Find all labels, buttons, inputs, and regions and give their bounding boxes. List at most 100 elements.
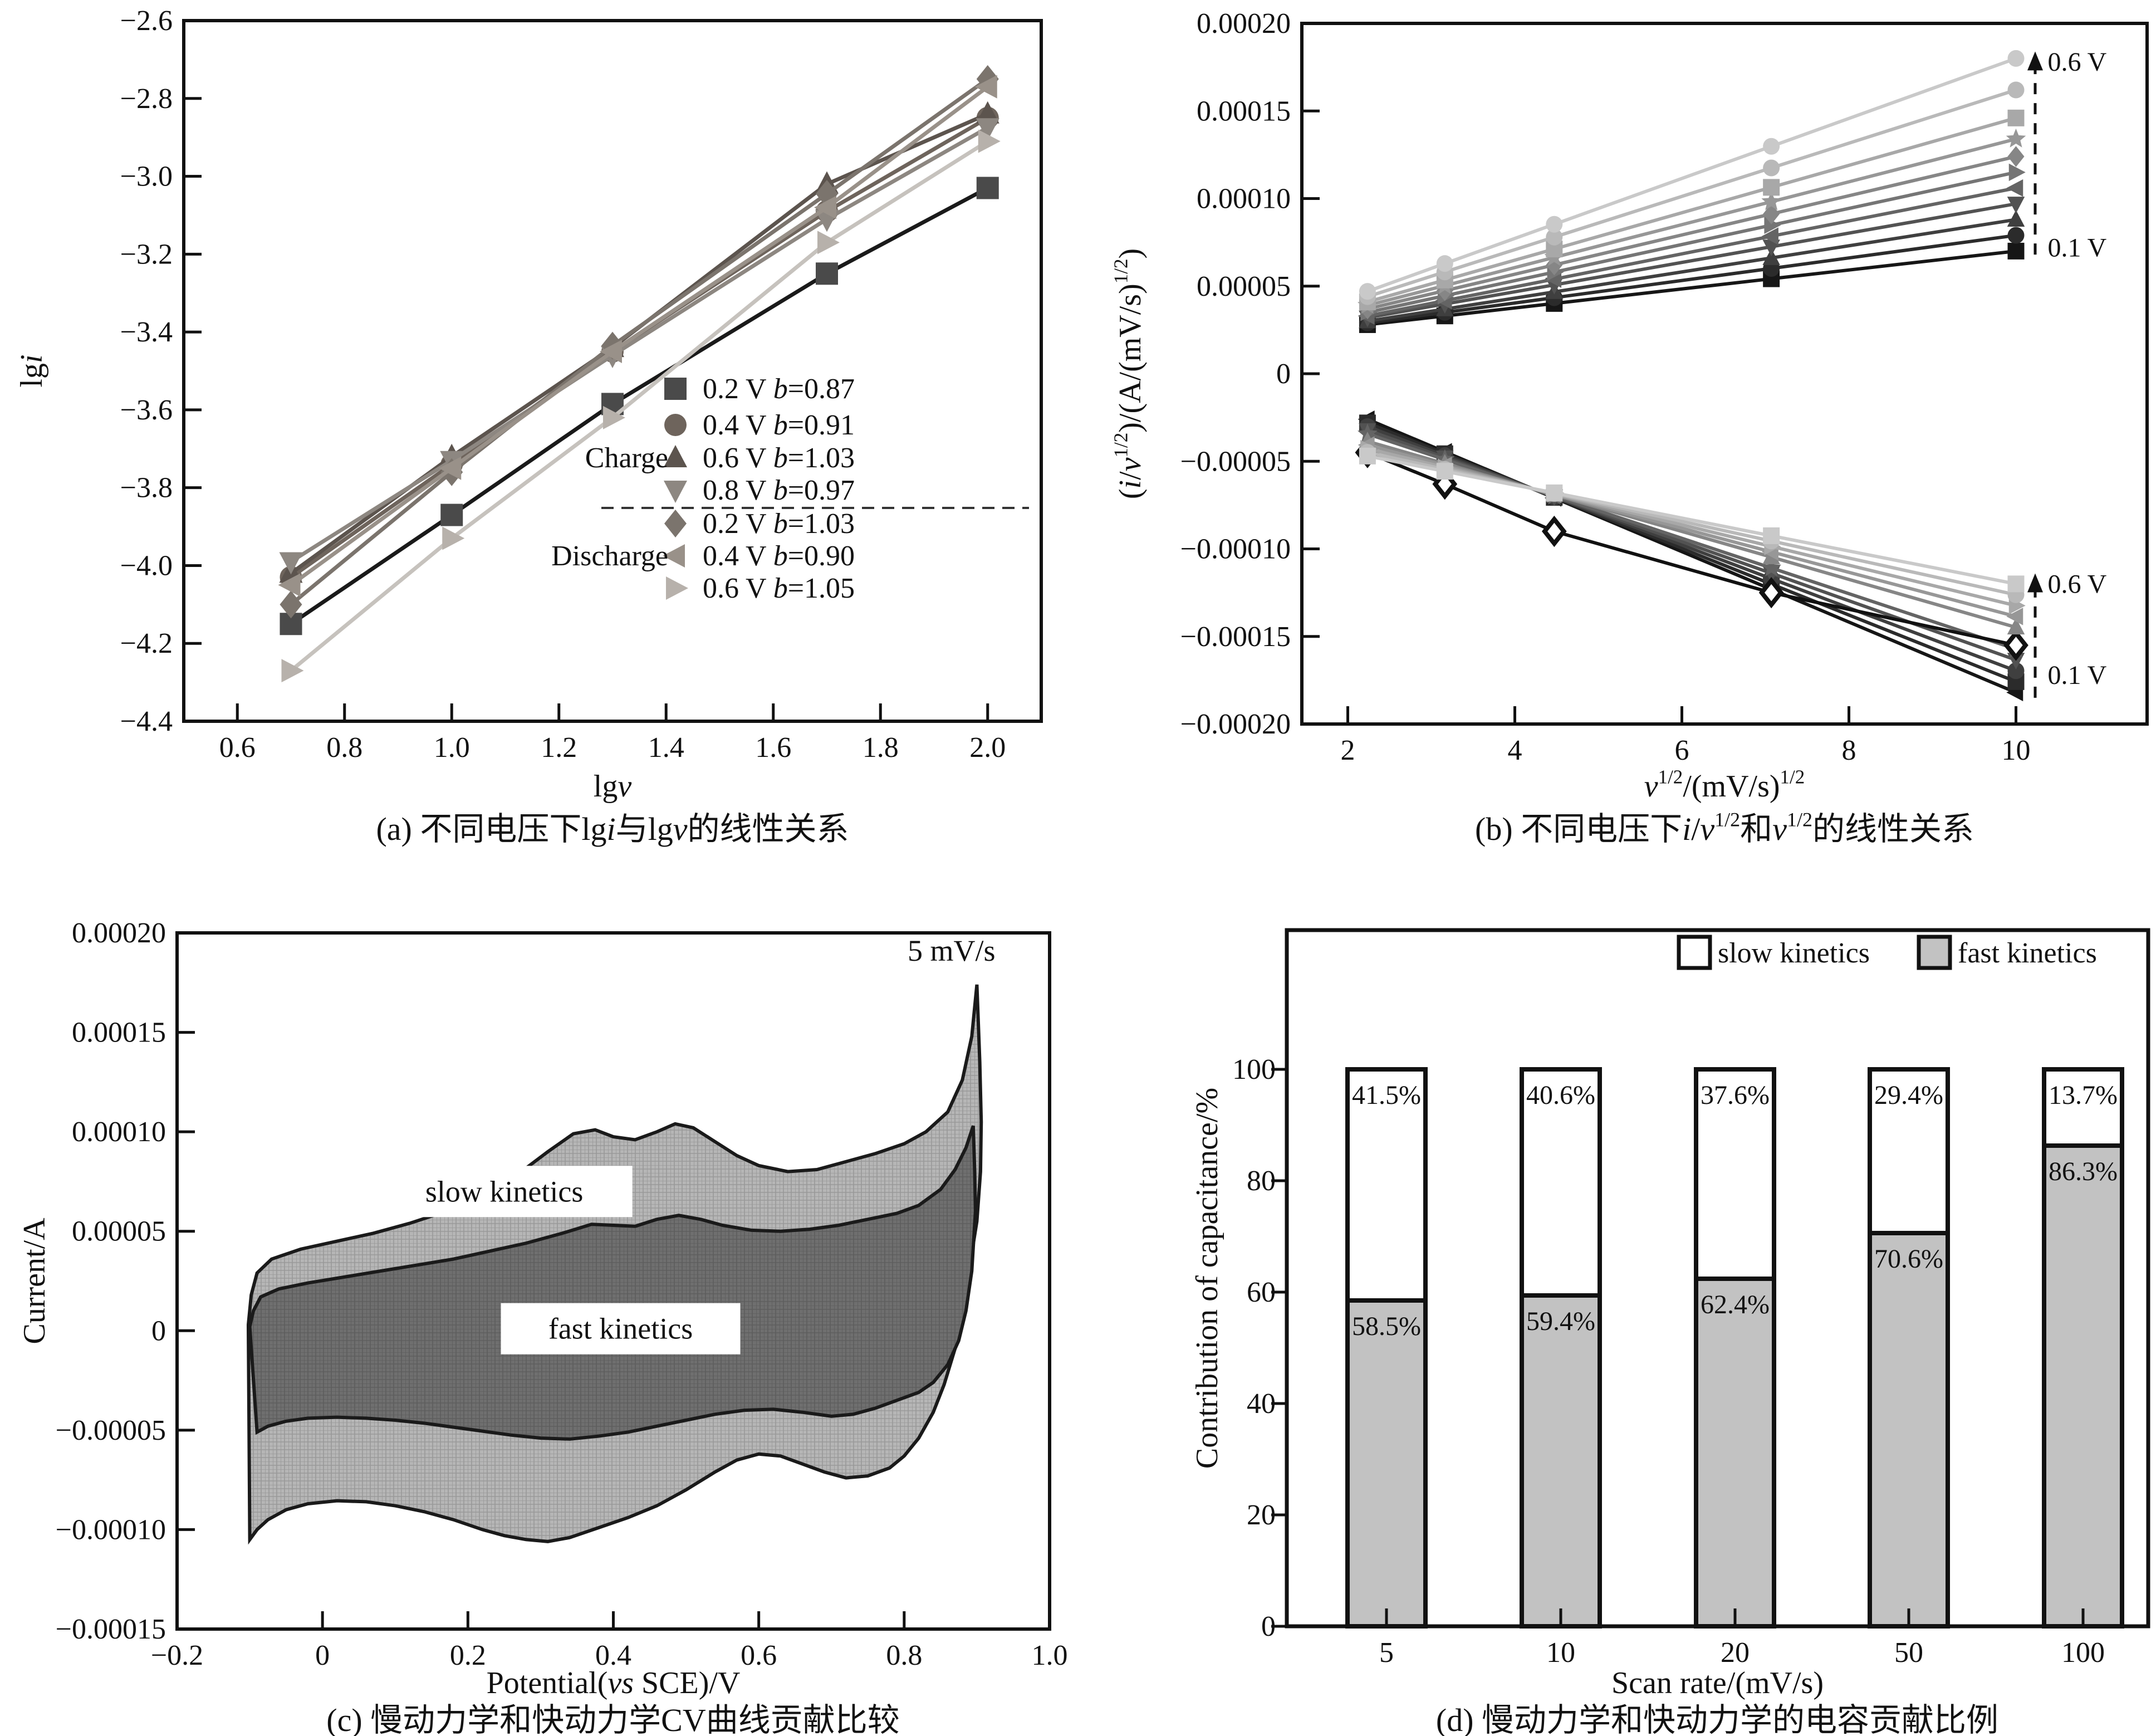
series-discharge-0.15V	[1359, 414, 2025, 690]
region-label-text: fast kinetics	[548, 1312, 693, 1346]
fast-percent-label: 86.3%	[2049, 1157, 2118, 1186]
x-tick-label: 1.6	[755, 732, 791, 764]
slow-percent-label: 37.6%	[1701, 1080, 1770, 1110]
panel-b-series	[1355, 50, 2028, 702]
x-tick-label: 20	[1721, 1637, 1750, 1669]
y-tick-label: 0.00005	[72, 1216, 166, 1248]
y-axis-label: Contribution of capacitance/%	[1190, 1088, 1224, 1469]
fast-percent-label: 62.4%	[1701, 1290, 1770, 1319]
slow-percent-label: 13.7%	[2049, 1080, 2118, 1110]
series-discharge-0.10V	[1358, 410, 2023, 702]
slow-percent-label: 41.5%	[1352, 1080, 1421, 1110]
y-tick-label: 0	[1276, 358, 1291, 390]
y-tick-label: −3.0	[120, 161, 173, 193]
panel-c-cv-curve-chart: −0.2 0 0.2 0.4 0.6 0.8 1.0 −0.00015 −0.00010 −0.0…	[17, 917, 1068, 1736]
x-tick-label: 1.0	[434, 732, 470, 764]
y-tick-label: 0.00020	[1197, 8, 1291, 40]
panel-a-axes: 0.6 0.8 1.0 1.2 1.4 1.6 1.8 2.0 −4.4 −4.2 −4.0 −3.8…	[14, 5, 1043, 847]
y-tick-label: −0.00005	[1180, 446, 1291, 477]
y-tick-label: 0.00010	[1197, 183, 1291, 215]
x-tick-label: 0.2	[450, 1640, 486, 1671]
x-tick-label: 0	[315, 1640, 330, 1671]
y-tick-label: −0.00015	[1180, 621, 1291, 653]
scan-rate-annotation: 5 mV/s	[908, 934, 996, 967]
y-axis-label: Current/A	[17, 1217, 52, 1344]
x-tick-label: 100	[2061, 1637, 2105, 1669]
slow-percent-label: 40.6%	[1526, 1080, 1595, 1110]
y-tick-label: −4.4	[120, 706, 173, 737]
x-tick-label: 1.8	[863, 732, 899, 764]
x-tick-label: 0.6	[219, 732, 256, 764]
x-axis-label: Potential(vs SCE)/V	[487, 1666, 741, 1700]
x-tick-label: 4	[1508, 735, 1522, 766]
slow-percent-label: 29.4%	[1874, 1080, 1943, 1110]
x-tick-label: 0.8	[886, 1640, 922, 1671]
series-discharge-0.60V	[1359, 447, 2025, 593]
panel-c-cv-regions	[246, 984, 983, 1545]
voltage-annotation: 0.6 V	[2048, 569, 2107, 599]
series-charge-0.60V	[1359, 50, 2025, 300]
x-tick-label: 1.0	[1032, 1640, 1068, 1671]
panel-c-caption: (c) 慢动力学和快动力学CV曲线贡献比较	[326, 1702, 899, 1736]
y-tick-label: −2.8	[120, 83, 173, 115]
series-charge-0.8V	[279, 118, 999, 575]
panel-a-lgi-lgv-chart: 0.6 0.8 1.0 1.2 1.4 1.6 1.8 2.0 −4.4 −4.2 −4.0 −3.8…	[14, 5, 1043, 847]
y-tick-label: −0.00015	[56, 1613, 166, 1645]
x-tick-label: 0.8	[326, 732, 362, 764]
x-tick-label: 10	[2002, 735, 2031, 766]
x-axis-label: v1/2/(mV/s)1/2	[1644, 766, 1805, 804]
legend-row-label: 0.8 V b=0.97	[703, 475, 855, 506]
series-charge-0.2V	[280, 177, 999, 635]
y-tick-label: −0.00010	[1180, 534, 1291, 565]
panel-c-axes: −0.2 0 0.2 0.4 0.6 0.8 1.0 −0.00015 −0.00010 −0.0…	[17, 917, 1068, 1736]
bar-5mVs: 41.5% 58.5%	[1345, 1067, 1428, 1629]
fast-kinetics-region	[248, 1125, 977, 1441]
x-tick-label: 0.6	[741, 1640, 777, 1671]
region-label: fast kinetics	[501, 1303, 741, 1354]
panel-d-axes: 5 10 20 50 100 0 20 40 60 80 100 Scan rate/(mV/s) Co…	[1190, 928, 2150, 1736]
voltage-annotation: 0.6 V	[2048, 47, 2107, 77]
y-tick-label: 0.00020	[72, 917, 166, 949]
panel-a-caption: (a) 不同电压下lgi与lgv的线性关系	[376, 811, 849, 847]
x-tick-label: 2.0	[969, 732, 1006, 764]
x-tick-label: 5	[1379, 1637, 1394, 1669]
y-tick-label: −3.6	[120, 394, 173, 426]
y-tick-label: 80	[1247, 1165, 1276, 1197]
panel-d-caption: (d) 慢动力学和快动力学的电容贡献比例	[1436, 1702, 1998, 1736]
legend-row-label: 0.2 V b=1.03	[703, 508, 855, 540]
x-tick-label: 10	[1546, 1637, 1575, 1669]
bar-10mVs: 40.6% 59.4%	[1520, 1067, 1602, 1629]
x-tick-label: 0.4	[595, 1640, 631, 1671]
voltage-annotation: 0.1 V	[2048, 233, 2107, 263]
x-axis-label: lgv	[594, 769, 632, 804]
y-tick-label: 0	[1261, 1611, 1276, 1642]
panel-a-legend: 0.2 V b=0.87 0.4 V b=0.910.6 V b=1.030.8 …	[551, 373, 1029, 604]
bar-20mVs: 37.6% 62.4%	[1694, 1067, 1776, 1629]
y-tick-label: −2.6	[120, 5, 173, 37]
y-tick-label: 0.00015	[1197, 95, 1291, 127]
panel-d-bars: 41.5% 58.5% 40.6% 59.4% 37.6% 62.4% 29.4% 70.6%…	[1345, 1067, 2124, 1629]
legend-row-label: 0.4 V b=0.91	[703, 409, 855, 441]
y-axis-label: lgi	[14, 354, 49, 387]
bar-50mVs: 29.4% 70.6%	[1868, 1067, 1950, 1629]
x-tick-label: 1.2	[541, 732, 577, 764]
x-tick-label: 1.4	[648, 732, 684, 764]
y-tick-label: −3.4	[120, 316, 173, 348]
y-tick-label: −3.2	[120, 238, 173, 270]
y-tick-label: −4.2	[120, 628, 173, 659]
y-tick-label: 0	[151, 1315, 166, 1347]
fast-percent-label: 70.6%	[1874, 1244, 1943, 1274]
y-tick-label: 20	[1247, 1499, 1276, 1531]
y-tick-label: 40	[1247, 1388, 1276, 1420]
x-axis-label: Scan rate/(mV/s)	[1611, 1666, 1824, 1700]
legend-entry-label: fast kinetics	[1958, 937, 2097, 969]
series-discharge-0.4V	[278, 75, 997, 597]
series-discharge-0.2V	[280, 65, 999, 619]
legend-row-label: 0.6 V b=1.05	[703, 573, 855, 604]
bar-100mVs: 13.7% 86.3%	[2042, 1067, 2124, 1629]
y-axis-label: (i/v1/2)/(A/(mV/s)1/2)	[1110, 248, 1148, 499]
y-tick-label: 100	[1232, 1054, 1276, 1085]
panel-b-iv-sqrt-chart: 2 4 6 8 10 −0.00020 −0.00015 −0.00010 −0.00005 0 0…	[1110, 8, 2149, 847]
legend-group-label: Charge	[585, 442, 668, 474]
